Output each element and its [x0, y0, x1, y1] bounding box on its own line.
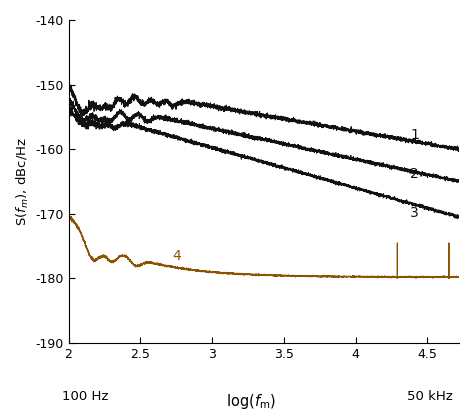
Text: 3: 3 — [410, 206, 419, 220]
Text: 4: 4 — [172, 249, 181, 263]
Text: 2: 2 — [410, 167, 419, 181]
Text: 100 Hz: 100 Hz — [62, 390, 108, 403]
Text: 1: 1 — [410, 128, 419, 142]
Text: log($f_{\mathrm{m}}$): log($f_{\mathrm{m}}$) — [226, 392, 276, 411]
Y-axis label: S($f_{m}$), dBc/Hz: S($f_{m}$), dBc/Hz — [15, 137, 31, 226]
Text: 50 kHz: 50 kHz — [407, 390, 453, 403]
